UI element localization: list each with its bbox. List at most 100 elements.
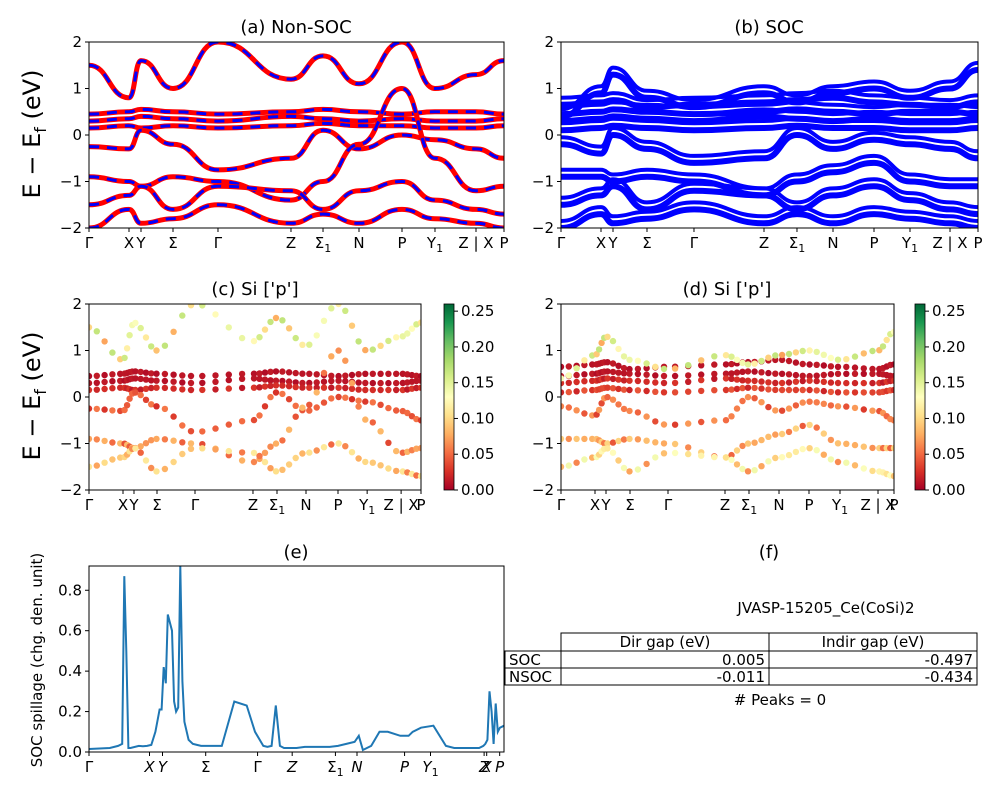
colorbar-tick-label: 0.05 xyxy=(932,445,965,463)
data-point xyxy=(377,379,384,387)
data-point xyxy=(728,370,735,377)
band-line-split xyxy=(561,200,978,223)
data-point xyxy=(660,421,668,428)
colorbar-gradient xyxy=(914,303,926,491)
data-point xyxy=(250,416,258,424)
data-point xyxy=(758,436,765,444)
data-point xyxy=(299,379,306,387)
data-point xyxy=(620,436,628,443)
data-point xyxy=(199,445,206,452)
data-point xyxy=(121,406,128,414)
data-point xyxy=(711,353,718,360)
data-point xyxy=(620,364,628,372)
data-point xyxy=(413,372,420,379)
y-tick-label: −1 xyxy=(532,173,554,191)
data-point xyxy=(565,379,572,386)
data-point xyxy=(806,398,813,405)
data-point xyxy=(256,452,263,460)
data-point xyxy=(820,451,827,458)
data-point xyxy=(634,357,642,364)
x-tick-label: Γ xyxy=(664,496,673,514)
data-point xyxy=(615,362,622,369)
data-point xyxy=(161,436,169,443)
data-point xyxy=(643,413,650,420)
data-point xyxy=(342,372,349,379)
data-point xyxy=(652,418,659,425)
data-point xyxy=(799,386,806,394)
x-tick-label: Z xyxy=(286,758,298,776)
data-point xyxy=(313,332,320,339)
data-point xyxy=(148,437,155,444)
data-point xyxy=(292,334,299,342)
data-point xyxy=(385,439,392,446)
y-tick-label: −1 xyxy=(532,435,554,453)
data-point xyxy=(860,370,867,377)
data-point xyxy=(860,350,867,357)
data-point xyxy=(328,372,335,379)
data-point xyxy=(758,463,765,470)
data-point xyxy=(879,343,887,350)
data-point xyxy=(199,386,206,394)
data-point xyxy=(362,386,369,394)
data-point xyxy=(109,371,116,378)
x-tick-label: Z xyxy=(720,496,730,514)
data-point xyxy=(813,372,820,379)
data-point xyxy=(573,388,580,395)
x-tick-label: N xyxy=(353,234,364,252)
colorbar-tick-label: 0.15 xyxy=(461,374,494,392)
data-point xyxy=(335,440,342,447)
data-point xyxy=(238,370,246,378)
data-point xyxy=(267,368,274,375)
x-tick-label: Σ1 xyxy=(789,234,805,255)
data-point xyxy=(161,465,169,473)
bands xyxy=(89,42,504,228)
ylabel-c-part2: (eV) xyxy=(18,332,46,390)
data-point xyxy=(142,376,150,383)
data-point xyxy=(272,440,280,447)
data-point xyxy=(733,369,741,376)
data-point xyxy=(604,375,611,382)
data-point xyxy=(620,353,628,360)
data-point xyxy=(362,458,369,466)
x-tick-label: P xyxy=(400,758,410,776)
data-point xyxy=(272,468,280,475)
data-point xyxy=(739,442,746,450)
data-point xyxy=(851,389,859,396)
y-tick-label: −2 xyxy=(60,481,82,499)
data-point xyxy=(267,443,274,450)
data-point xyxy=(93,462,101,469)
x-tick-label: Z | X xyxy=(860,496,895,514)
ylabel-c-sub: f xyxy=(31,389,50,395)
data-point xyxy=(320,399,328,406)
x-tick-label: X xyxy=(596,234,606,252)
data-point xyxy=(187,428,195,435)
data-point xyxy=(109,439,116,446)
data-point xyxy=(573,378,580,386)
data-point xyxy=(417,384,421,391)
data-point xyxy=(685,388,692,395)
data-point xyxy=(626,435,633,443)
data-point xyxy=(199,372,206,380)
data-point xyxy=(279,317,286,324)
data-point xyxy=(126,395,133,402)
data-point xyxy=(834,370,842,377)
data-point xyxy=(869,444,876,452)
data-point xyxy=(369,370,376,377)
x-tick-label: Σ1 xyxy=(269,496,285,517)
data-point xyxy=(261,449,269,456)
data-point xyxy=(137,443,144,450)
data-point xyxy=(335,393,342,401)
data-point xyxy=(652,363,659,370)
data-point xyxy=(377,370,384,377)
data-point xyxy=(561,363,565,370)
data-point xyxy=(813,348,820,356)
data-point xyxy=(109,349,116,356)
data-point xyxy=(615,385,622,393)
data-point xyxy=(101,437,108,445)
y-tick-label: 0 xyxy=(544,388,554,406)
data-point xyxy=(187,304,195,309)
data-point xyxy=(799,445,806,453)
data-point xyxy=(851,379,859,387)
data-point xyxy=(615,345,622,353)
data-point xyxy=(739,384,746,392)
